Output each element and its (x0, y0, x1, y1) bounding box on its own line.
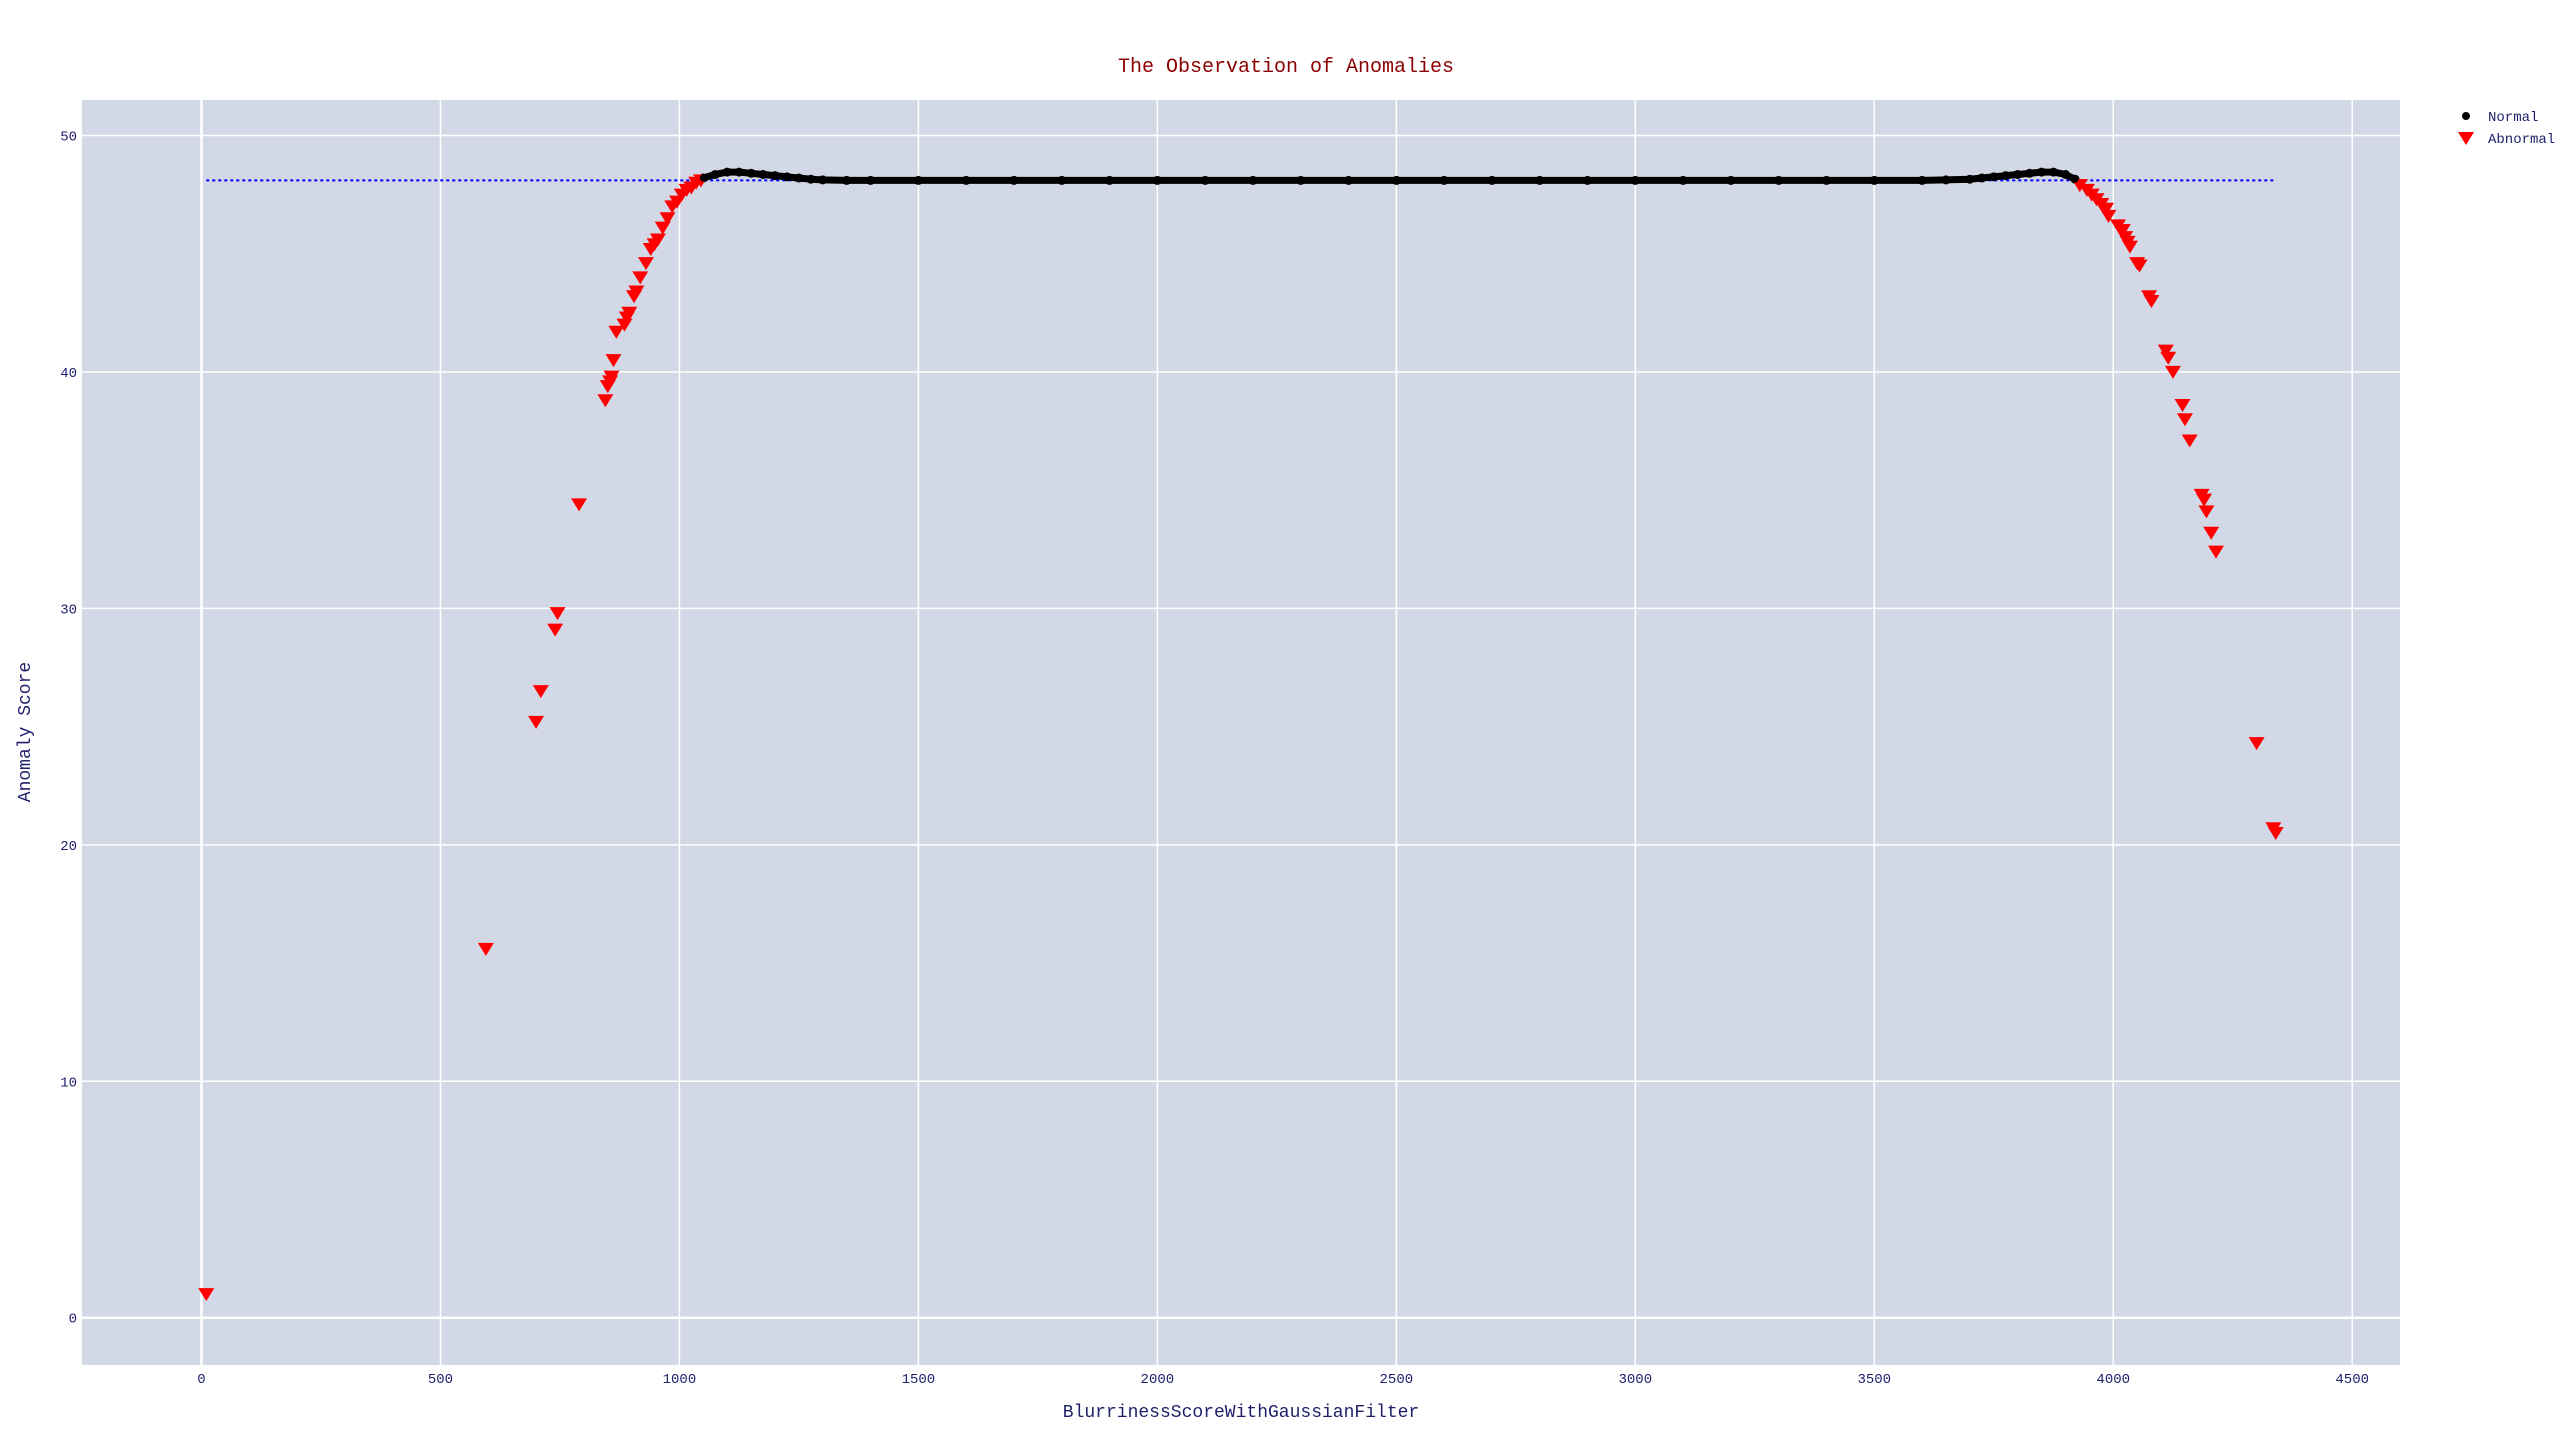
y-tick-label: 40 (60, 366, 77, 382)
legend-item-normal[interactable]: Normal (2462, 110, 2538, 126)
legend-item-abnormal[interactable]: Abnormal (2458, 132, 2555, 148)
x-tick-label: 3500 (1857, 1372, 1891, 1388)
data-point-abnormal (659, 212, 676, 226)
data-point-abnormal (637, 257, 654, 271)
data-point-abnormal (2121, 240, 2138, 254)
data-point-abnormal (2160, 351, 2177, 365)
y-tick-label: 0 (69, 1312, 77, 1328)
data-point-abnormal (549, 607, 566, 621)
plot-area (82, 100, 2400, 1365)
data-point-abnormal (632, 271, 649, 285)
x-tick-label: 500 (428, 1372, 453, 1388)
data-point-abnormal (2248, 737, 2265, 751)
legend-marker-abnormal (2458, 132, 2474, 145)
legend: Normal Abnormal (2458, 110, 2555, 148)
data-point-abnormal (608, 325, 625, 339)
data-point-abnormal (2143, 294, 2160, 308)
x-axis-label: BlurrinessScoreWithGaussianFilter (1063, 1403, 1419, 1423)
data-point-abnormal (597, 394, 614, 408)
data-point-abnormal (2267, 826, 2284, 840)
data-point-abnormal (2181, 434, 2198, 448)
axis-ticks: 0 500 1000 1500 2000 2500 3000 3500 4000 4500 0 10 2… (60, 129, 2369, 1388)
data-point-abnormal (628, 285, 645, 299)
data-point-abnormal (2196, 493, 2213, 507)
data-point-abnormal (2100, 209, 2117, 223)
x-tick-label: 4000 (2096, 1372, 2130, 1388)
data-point-abnormal (528, 715, 545, 729)
data-point-abnormal (571, 498, 588, 512)
legend-label-normal: Normal (2488, 110, 2538, 126)
data-point-abnormal (621, 306, 638, 320)
y-tick-label: 30 (60, 602, 77, 618)
data-point-abnormal (2114, 224, 2131, 238)
legend-label-abnormal: Abnormal (2488, 132, 2555, 148)
x-tick-label: 2000 (1141, 1372, 1175, 1388)
y-axis-label: Anomaly Score (16, 662, 36, 802)
y-tick-label: 50 (60, 129, 77, 145)
x-tick-label: 1500 (902, 1372, 936, 1388)
chart-title: The Observation of Anomalies (1118, 56, 1454, 79)
data-point-abnormal (2176, 413, 2193, 427)
data-point-abnormal (654, 221, 671, 235)
legend-marker-normal (2462, 112, 2470, 120)
x-tick-label: 1000 (663, 1372, 697, 1388)
data-point-abnormal (2207, 545, 2224, 559)
y-tick-label: 20 (60, 839, 77, 855)
data-point-abnormal (2203, 526, 2220, 540)
data-point-abnormal (198, 1288, 215, 1302)
data-point-abnormal (2131, 259, 2148, 273)
data-point-abnormal (532, 685, 549, 699)
data-point-abnormal (2164, 365, 2181, 379)
data-point-abnormal (477, 942, 494, 956)
data-point-abnormal (2157, 344, 2174, 358)
data-point-abnormal (603, 370, 620, 384)
x-tick-label: 0 (197, 1372, 205, 1388)
data-point-abnormal (547, 623, 564, 637)
data-point-abnormal (605, 354, 622, 368)
data-point-abnormal (649, 233, 666, 247)
x-tick-label: 4500 (2335, 1372, 2369, 1388)
data-point-abnormal (2174, 399, 2191, 413)
data-point-abnormal (2098, 202, 2115, 216)
x-tick-label: 2500 (1380, 1372, 1414, 1388)
normal-series-band (699, 168, 2079, 184)
y-tick-label: 10 (60, 1075, 77, 1091)
grid-lines (82, 100, 2400, 1365)
x-tick-label: 3000 (1618, 1372, 1652, 1388)
data-point-abnormal (2198, 505, 2215, 519)
data-points (198, 167, 2284, 1302)
